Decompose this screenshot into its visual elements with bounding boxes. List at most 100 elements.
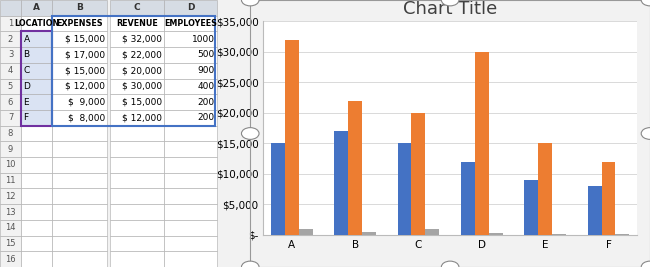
Text: 8: 8 <box>8 129 13 138</box>
FancyBboxPatch shape <box>164 0 217 16</box>
Text: 200: 200 <box>198 97 215 107</box>
Text: A: A <box>23 35 30 44</box>
FancyBboxPatch shape <box>21 16 52 32</box>
FancyBboxPatch shape <box>164 235 217 251</box>
FancyBboxPatch shape <box>110 16 164 32</box>
FancyBboxPatch shape <box>21 47 52 63</box>
FancyBboxPatch shape <box>52 78 107 94</box>
FancyBboxPatch shape <box>0 63 21 78</box>
Bar <box>525 180 538 235</box>
Bar <box>411 113 425 235</box>
Text: $ 17,000: $ 17,000 <box>65 50 105 60</box>
Text: 4: 4 <box>8 66 13 75</box>
Text: B: B <box>23 50 30 60</box>
Circle shape <box>241 0 259 6</box>
FancyBboxPatch shape <box>110 110 164 126</box>
Circle shape <box>441 261 459 267</box>
FancyBboxPatch shape <box>164 126 217 141</box>
FancyBboxPatch shape <box>21 251 52 267</box>
FancyBboxPatch shape <box>164 63 217 78</box>
Bar <box>475 52 489 235</box>
FancyBboxPatch shape <box>21 126 52 141</box>
FancyBboxPatch shape <box>164 78 217 94</box>
Bar <box>601 162 616 235</box>
FancyBboxPatch shape <box>21 0 52 16</box>
Text: 16: 16 <box>5 255 16 264</box>
Text: $ 12,000: $ 12,000 <box>122 113 162 122</box>
Text: $  8,000: $ 8,000 <box>68 113 105 122</box>
Bar <box>616 234 629 235</box>
FancyBboxPatch shape <box>164 220 217 235</box>
FancyBboxPatch shape <box>110 235 164 251</box>
FancyBboxPatch shape <box>0 220 21 235</box>
FancyBboxPatch shape <box>164 157 217 173</box>
Bar <box>461 162 475 235</box>
FancyBboxPatch shape <box>52 94 107 110</box>
Bar <box>588 186 601 235</box>
FancyBboxPatch shape <box>21 204 52 220</box>
Bar <box>398 143 411 235</box>
FancyBboxPatch shape <box>0 173 21 189</box>
Text: EXPENSES: EXPENSES <box>57 19 103 28</box>
Text: $  9,000: $ 9,000 <box>68 97 105 107</box>
Text: 400: 400 <box>198 82 215 91</box>
FancyBboxPatch shape <box>52 189 107 204</box>
Bar <box>271 143 285 235</box>
Text: D: D <box>187 3 194 12</box>
Text: 1000: 1000 <box>192 35 215 44</box>
Text: $ 30,000: $ 30,000 <box>122 82 162 91</box>
Text: $ 32,000: $ 32,000 <box>122 35 162 44</box>
FancyBboxPatch shape <box>0 32 21 47</box>
FancyBboxPatch shape <box>164 110 217 126</box>
Text: LOCATION: LOCATION <box>14 19 59 28</box>
Text: A: A <box>33 3 40 12</box>
Circle shape <box>241 261 259 267</box>
FancyBboxPatch shape <box>0 94 21 110</box>
Bar <box>348 101 362 235</box>
Circle shape <box>641 0 650 6</box>
FancyBboxPatch shape <box>52 235 107 251</box>
FancyBboxPatch shape <box>0 141 21 157</box>
Text: C: C <box>134 3 140 12</box>
FancyBboxPatch shape <box>52 204 107 220</box>
FancyBboxPatch shape <box>21 141 52 157</box>
Circle shape <box>441 0 459 6</box>
FancyBboxPatch shape <box>164 173 217 189</box>
FancyBboxPatch shape <box>110 204 164 220</box>
Text: 200: 200 <box>198 113 215 122</box>
Text: 14: 14 <box>5 223 16 232</box>
FancyBboxPatch shape <box>110 94 164 110</box>
FancyBboxPatch shape <box>52 173 107 189</box>
Text: 500: 500 <box>198 50 215 60</box>
Text: 13: 13 <box>5 207 16 217</box>
Text: 9: 9 <box>8 145 13 154</box>
FancyBboxPatch shape <box>0 251 21 267</box>
Text: $ 22,000: $ 22,000 <box>122 50 162 60</box>
FancyBboxPatch shape <box>21 110 52 126</box>
Text: 1: 1 <box>8 19 13 28</box>
FancyBboxPatch shape <box>110 157 164 173</box>
Text: 10: 10 <box>5 160 16 170</box>
FancyBboxPatch shape <box>52 220 107 235</box>
Bar <box>334 131 348 235</box>
FancyBboxPatch shape <box>164 251 217 267</box>
FancyBboxPatch shape <box>0 16 21 32</box>
FancyBboxPatch shape <box>164 32 217 47</box>
FancyBboxPatch shape <box>110 47 164 63</box>
Text: 900: 900 <box>198 66 215 75</box>
FancyBboxPatch shape <box>0 235 21 251</box>
Text: 5: 5 <box>8 82 13 91</box>
FancyBboxPatch shape <box>52 63 107 78</box>
FancyBboxPatch shape <box>21 235 52 251</box>
Text: $ 15,000: $ 15,000 <box>122 97 162 107</box>
FancyBboxPatch shape <box>164 16 217 32</box>
Text: 11: 11 <box>5 176 16 185</box>
Text: 7: 7 <box>8 113 13 122</box>
Text: $ 12,000: $ 12,000 <box>65 82 105 91</box>
FancyBboxPatch shape <box>52 47 107 63</box>
FancyBboxPatch shape <box>21 94 52 110</box>
FancyBboxPatch shape <box>52 141 107 157</box>
FancyBboxPatch shape <box>164 94 217 110</box>
FancyBboxPatch shape <box>0 110 21 126</box>
FancyBboxPatch shape <box>52 32 107 47</box>
